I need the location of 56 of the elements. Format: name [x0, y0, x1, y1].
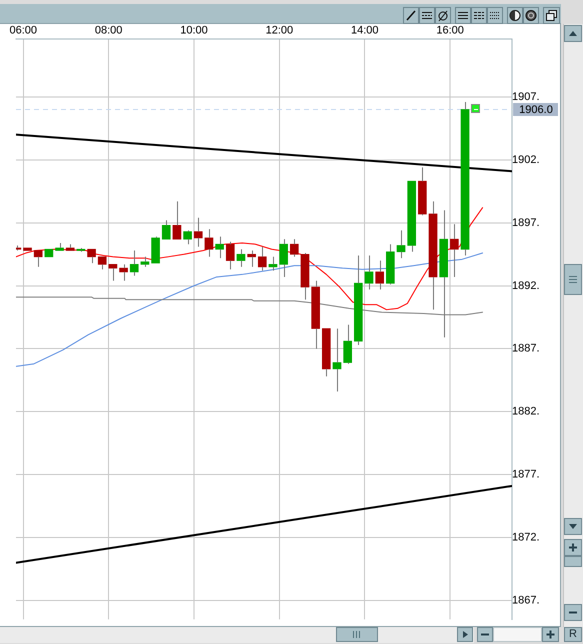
y-tick-label: 1887.	[512, 342, 540, 355]
candlestick	[66, 244, 75, 251]
candlestick	[428, 200, 438, 310]
candlestick	[407, 180, 416, 252]
candlestick	[76, 247, 86, 252]
y-tick-label: 1897.	[512, 216, 540, 229]
candlestick	[204, 228, 214, 258]
r-button: R	[564, 627, 582, 642]
y-tick-label: 1902.	[512, 154, 540, 166]
x-tick-label: 14:00	[350, 24, 378, 36]
candlestick	[332, 328, 342, 392]
candlestick	[322, 328, 331, 377]
ref-line-label: 1906.0	[519, 104, 553, 116]
x-tick-label: 10:00	[180, 24, 208, 36]
candlestick	[130, 250, 139, 276]
candlestick	[44, 248, 54, 258]
candlestick	[183, 230, 192, 245]
candlestick	[119, 264, 128, 282]
y-tick-label: 1872.	[512, 532, 540, 544]
x-tick-label: 16:00	[436, 24, 464, 36]
candlestick	[194, 217, 203, 248]
candlestick	[386, 244, 395, 286]
y-tick-label: 1892.	[512, 280, 540, 292]
candlestick	[23, 248, 32, 251]
y-tick-label: 1907.	[512, 90, 540, 103]
candlestick	[300, 252, 310, 300]
candlestick	[108, 264, 118, 282]
candlestick	[162, 220, 171, 240]
candlestick	[418, 166, 427, 216]
candlestick	[87, 248, 96, 264]
x-tick-label: 12:00	[266, 24, 294, 36]
candlestick	[236, 248, 246, 268]
x-tick-label: 06:00	[9, 24, 38, 36]
candlestick	[247, 250, 256, 268]
candlestick	[151, 236, 160, 264]
candlestick	[450, 224, 459, 278]
candlestick	[215, 236, 224, 259]
x-tick-label: 08:00	[94, 24, 122, 36]
candlestick	[140, 256, 150, 268]
y-tick-label: 1877.	[512, 468, 540, 481]
candlestick	[226, 241, 235, 270]
candlestick	[55, 242, 64, 251]
candlestick	[364, 255, 374, 290]
candlestick	[279, 238, 288, 278]
candlestick	[290, 238, 299, 258]
candlestick	[268, 256, 278, 272]
candlestick	[98, 256, 107, 270]
candlestick	[396, 230, 406, 259]
candlestick	[343, 324, 352, 364]
candlestick	[460, 101, 470, 256]
candlestick	[375, 260, 384, 290]
y-tick-label: 1882.	[512, 406, 540, 418]
candlestick	[172, 200, 182, 240]
candlestick	[258, 246, 267, 272]
y-tick-label: 1867.	[512, 594, 540, 607]
candlestick	[34, 250, 43, 268]
